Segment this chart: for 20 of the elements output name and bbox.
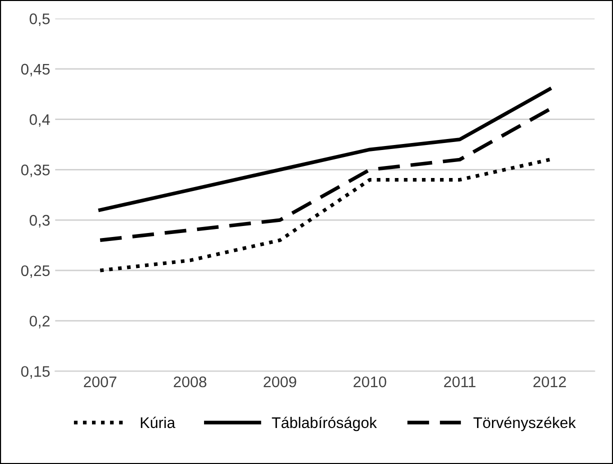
y-tick-label: 0,45 <box>21 64 50 76</box>
x-tick-label: 2007 <box>84 376 116 388</box>
y-tick-label: 0,3 <box>30 214 50 228</box>
y-tick-label: 0,25 <box>21 265 50 278</box>
y-tick-label: 0,5 <box>30 13 50 26</box>
y-tick-label: 0,35 <box>21 164 50 178</box>
x-tick-label: 2011 <box>444 376 476 388</box>
line-series <box>98 107 552 242</box>
legend-label: Táblabíróságok <box>272 416 377 432</box>
x-tick-label: 2012 <box>533 376 566 388</box>
line-series <box>98 158 552 272</box>
legend-label: Törvényszékek <box>473 416 576 432</box>
y-tick-label: 0,2 <box>30 316 50 328</box>
x-tick-label: 2009 <box>264 376 296 388</box>
line-series <box>98 87 552 212</box>
x-tick-label: 2010 <box>354 376 386 388</box>
y-tick-label: 0,15 <box>21 366 50 379</box>
x-tick-label: 2008 <box>174 376 206 388</box>
y-tick-label: 0,4 <box>30 114 50 127</box>
legend-label: Kúria <box>140 416 176 428</box>
